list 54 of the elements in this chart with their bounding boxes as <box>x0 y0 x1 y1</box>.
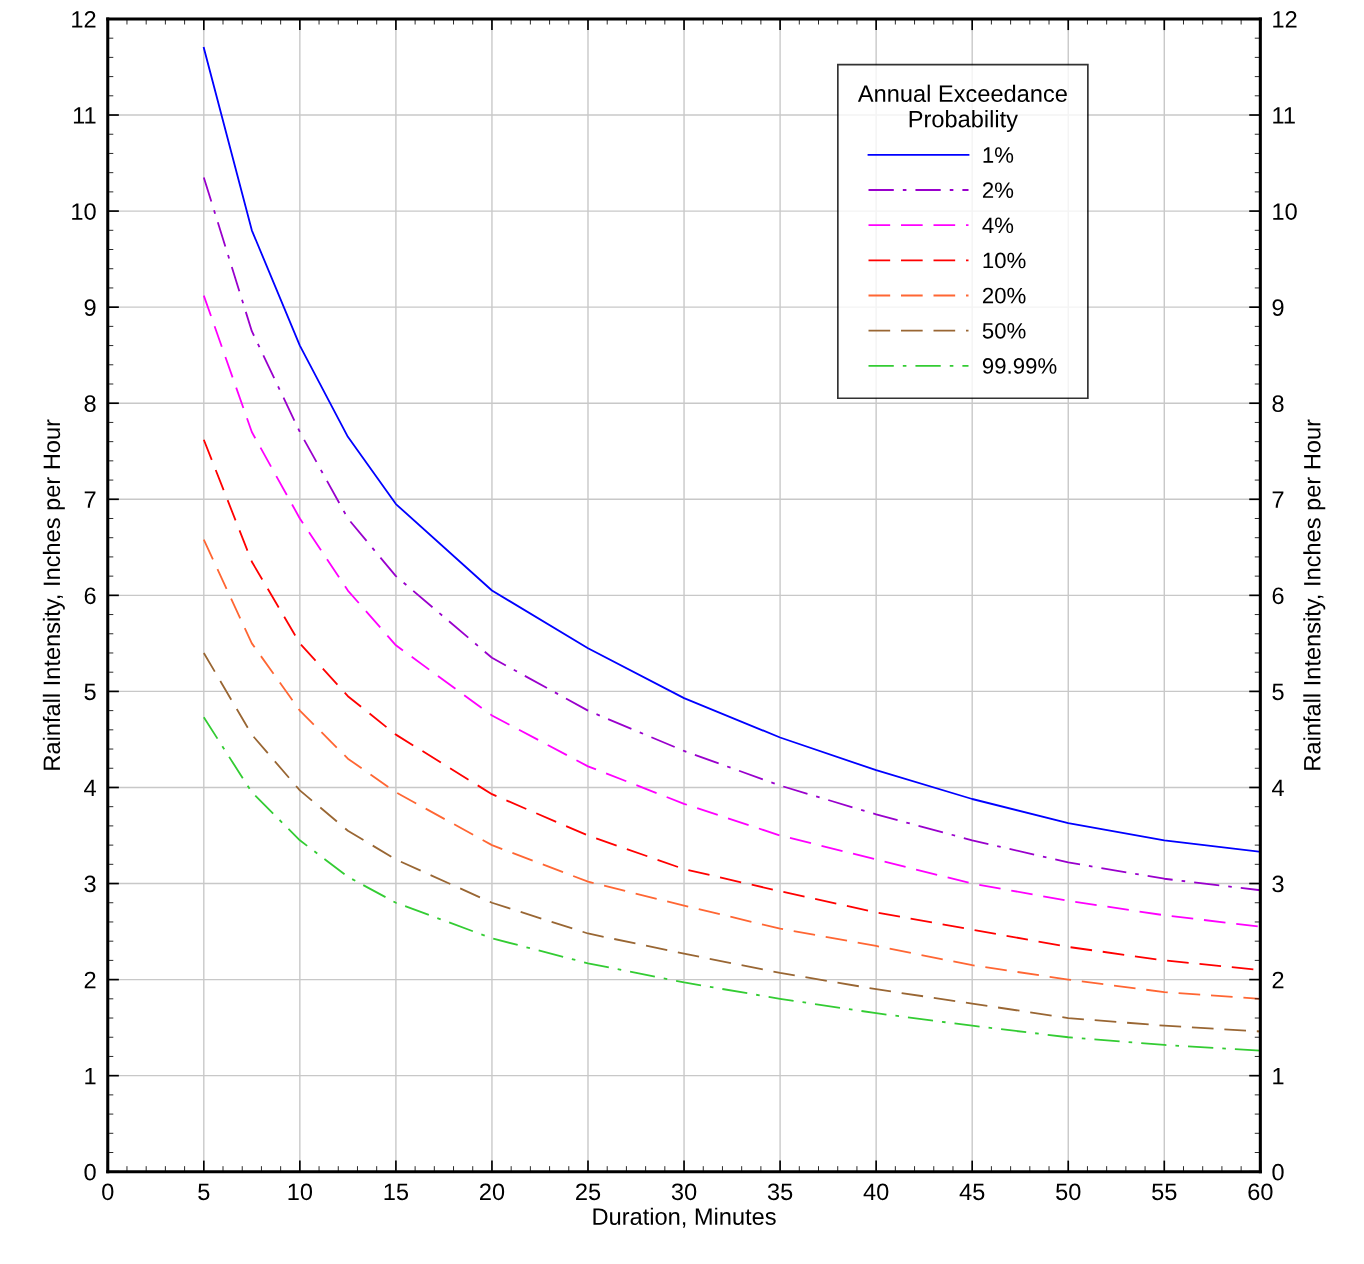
y2-tick-label: 6 <box>1272 587 1284 605</box>
x-tick-label: 0 <box>102 1183 114 1201</box>
y2-tick-label: 4 <box>1271 779 1284 797</box>
y2-tick-label: 8 <box>1272 395 1284 412</box>
x-tick-label: 45 <box>959 1183 985 1201</box>
y-tick-label: 2 <box>84 971 96 989</box>
x-tick-label: 15 <box>384 1183 409 1201</box>
y-tick-label: 3 <box>84 875 96 893</box>
x-tick-label: 20 <box>480 1183 505 1201</box>
legend-label: 20% <box>982 287 1026 304</box>
x-tick-label: 35 <box>767 1183 793 1201</box>
line-series <box>202 652 1261 1033</box>
y2-tick-label: 9 <box>1272 299 1284 316</box>
x-tick-label: 50 <box>1056 1183 1081 1201</box>
legend-label: 2% <box>982 182 1014 198</box>
x-tick-label: 25 <box>576 1183 601 1201</box>
y-tick-label: 4 <box>84 779 96 797</box>
y2-tick-label: 11 <box>1273 107 1295 124</box>
y-tick-label: 1 <box>85 1067 96 1085</box>
legend-label: 10% <box>983 252 1026 269</box>
legend-title: Annual Exceedance Probability <box>857 84 1067 133</box>
y-tick-label: 6 <box>84 587 96 605</box>
legend-label: 1% <box>983 147 1014 163</box>
x-tick-label: 40 <box>863 1183 889 1201</box>
y2-tick-label: 2 <box>1272 971 1284 989</box>
x-tick-label: 30 <box>671 1183 697 1201</box>
y2-tick-label: 3 <box>1272 875 1284 893</box>
y2-tick-label: 12 <box>1273 11 1297 28</box>
y2-tick-label: 5 <box>1272 683 1284 701</box>
y-axis-title: Rainfall Intensity, Inches per Hour <box>42 419 65 770</box>
y2-tick-label: 0 <box>1272 1163 1284 1181</box>
y-tick-label: 9 <box>84 299 96 316</box>
legend-label: 99.99% <box>982 358 1057 374</box>
y-tick-label: 11 <box>73 107 96 124</box>
y-tick-label: 7 <box>84 491 96 508</box>
y2-tick-label: 7 <box>1272 491 1284 508</box>
legend-label: 50% <box>982 322 1026 339</box>
line-series <box>202 46 1261 853</box>
y2-axis-title: Rainfall Intensity, Inches per Hour <box>1303 419 1326 770</box>
x-tick-label: 60 <box>1248 1183 1273 1201</box>
x-tick-label: 5 <box>198 1183 210 1201</box>
y2-tick-label: 10 <box>1273 203 1297 220</box>
x-axis-title: Duration, Minutes <box>593 1207 776 1228</box>
line-series <box>202 716 1261 1052</box>
x-tick-label: 10 <box>288 1183 313 1201</box>
y-tick-label: 10 <box>72 203 96 220</box>
y-tick-label: 12 <box>72 11 96 28</box>
y-tick-label: 8 <box>84 395 96 412</box>
y2-tick-label: 1 <box>1273 1067 1284 1085</box>
y-tick-label: 5 <box>84 683 96 701</box>
legend-label: 4% <box>982 217 1014 234</box>
x-tick-label: 55 <box>1152 1183 1177 1201</box>
line-series <box>202 176 1261 892</box>
y-tick-label: 0 <box>84 1163 96 1181</box>
